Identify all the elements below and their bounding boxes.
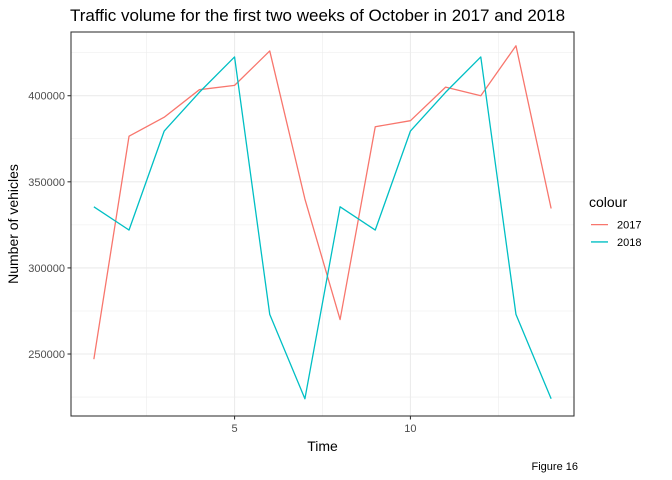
- x-tick-label: 5: [232, 423, 238, 435]
- x-tick-label: 10: [404, 423, 416, 435]
- major-gridlines: [71, 32, 574, 416]
- y-tick-label: 250000: [28, 349, 65, 361]
- y-axis-title: Number of vehicles: [5, 164, 21, 284]
- y-tick-label: 400000: [28, 91, 65, 103]
- figure-caption: Figure 16: [532, 461, 578, 473]
- chart-title: Traffic volume for the first two weeks o…: [70, 6, 565, 25]
- series-line-2017: [93, 45, 552, 360]
- y-axis-ticks: 250000 300000 350000 400000: [28, 91, 71, 361]
- series-lines: [93, 45, 552, 400]
- legend-label-2018: 2018: [617, 237, 641, 249]
- legend-label-2017: 2017: [617, 220, 641, 232]
- plot-panel-border: [70, 31, 575, 417]
- y-tick-label: 350000: [28, 177, 65, 189]
- legend: colour 2017 2018: [589, 194, 641, 249]
- minor-gridlines: [71, 32, 574, 416]
- y-tick-label: 300000: [28, 263, 65, 275]
- legend-title: colour: [589, 194, 627, 210]
- x-axis-ticks: 5 10: [232, 416, 417, 435]
- x-axis-title: Time: [307, 438, 338, 454]
- series-line-2018: [93, 56, 552, 400]
